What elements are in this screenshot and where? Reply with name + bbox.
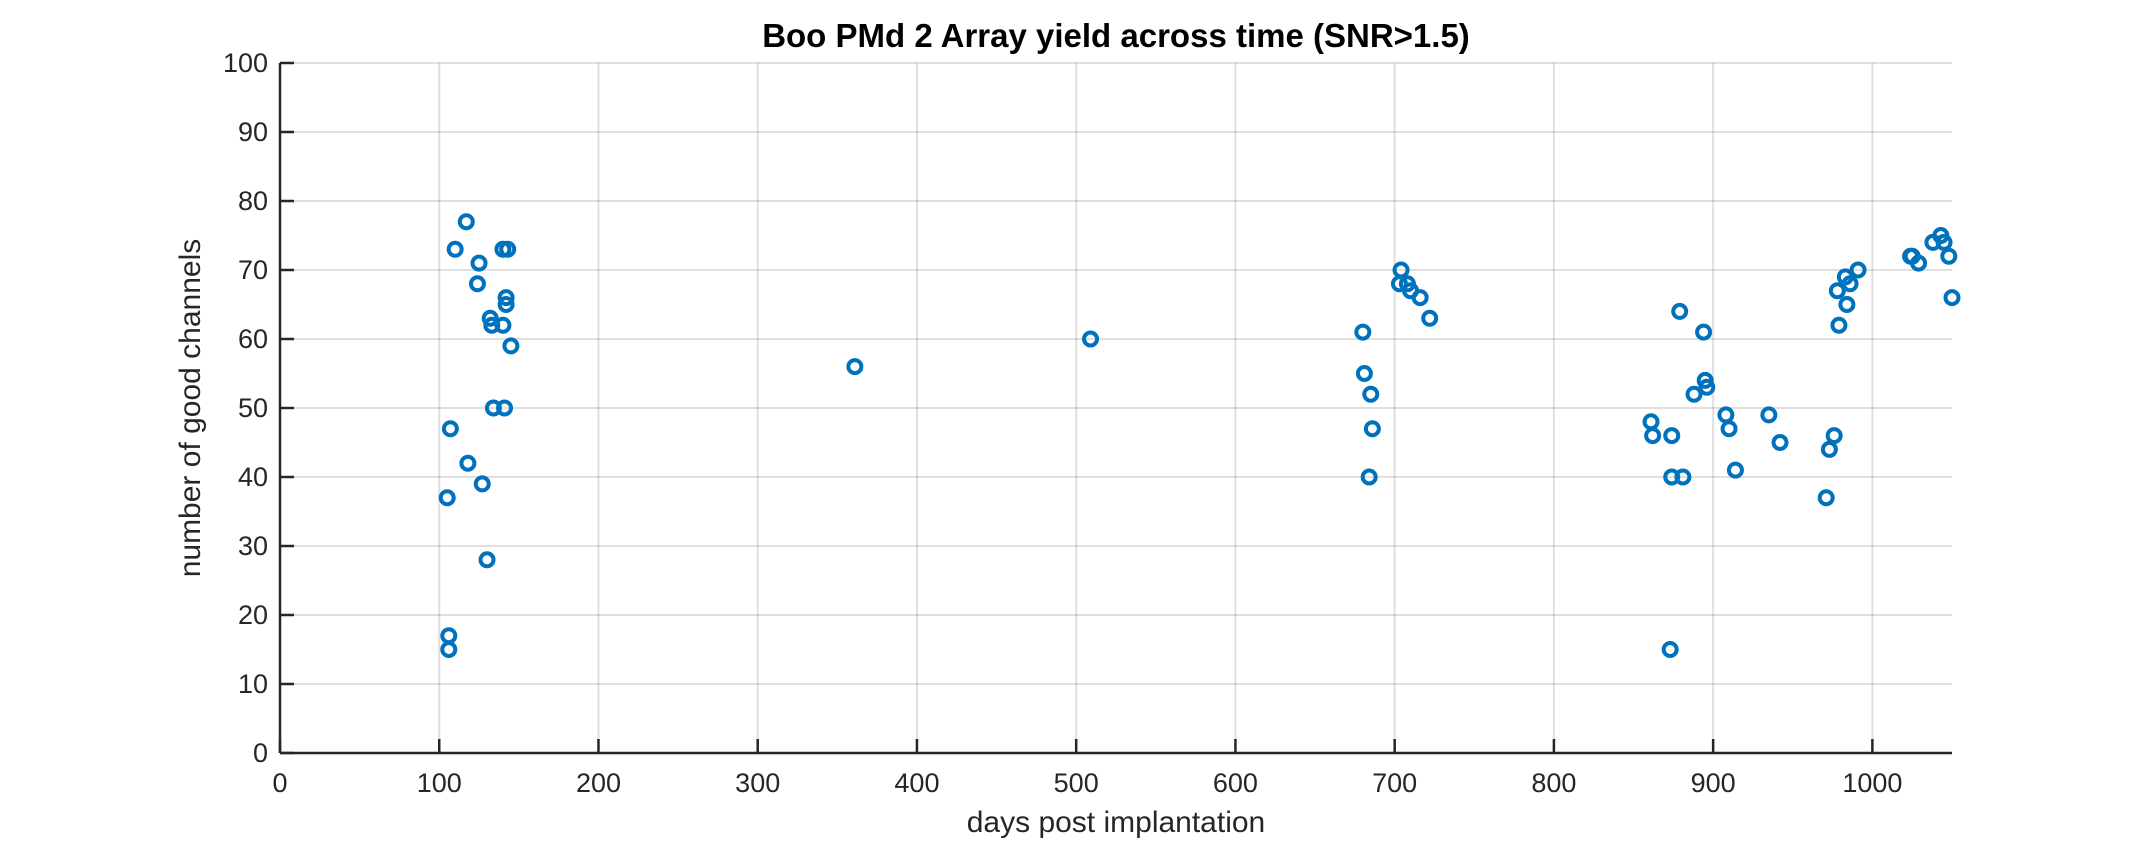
y-tick-label: 0 <box>253 738 268 768</box>
data-point <box>468 275 486 293</box>
x-tick-label: 600 <box>1213 768 1258 798</box>
data-point <box>1910 254 1928 272</box>
data-point <box>1771 434 1789 451</box>
data-point <box>1820 440 1838 458</box>
axes: 0 100 200 300 400 500 600 700 800 900 1000 0 10 20 30 4… <box>223 48 1952 798</box>
data-point <box>1360 468 1378 486</box>
data-point <box>1354 323 1372 341</box>
y-tick-label: 10 <box>238 669 268 699</box>
data-point <box>1841 275 1859 293</box>
data-point <box>1698 378 1716 396</box>
data-point <box>1421 309 1439 327</box>
data-point <box>497 296 515 313</box>
data-point <box>459 454 477 472</box>
data-point <box>438 489 456 507</box>
x-tick-label: 200 <box>576 768 621 798</box>
x-tick-label: 300 <box>735 768 780 798</box>
y-tick-label: 30 <box>238 531 268 561</box>
data-point <box>497 289 515 307</box>
data-point <box>496 399 514 417</box>
y-tick-label: 70 <box>238 255 268 285</box>
data-point <box>1943 289 1961 307</box>
grid <box>280 62 1952 753</box>
data-point <box>1760 406 1778 424</box>
y-axis-title: number of good channels <box>174 239 207 578</box>
data-point <box>1825 427 1843 445</box>
data-point <box>1355 365 1373 382</box>
chart-title: Boo PMd 2 Array yield across time (SNR>1… <box>762 17 1470 54</box>
y-tick-label: 100 <box>223 48 268 78</box>
data-point <box>446 240 464 258</box>
data-point <box>499 240 517 258</box>
data-point <box>1363 420 1381 438</box>
data-point <box>473 475 491 493</box>
data-point <box>1392 261 1410 279</box>
data-point <box>470 254 488 272</box>
y-tick-label: 40 <box>238 462 268 492</box>
y-tick-label: 90 <box>238 117 268 147</box>
data-point <box>1830 316 1848 334</box>
data-point <box>440 641 458 658</box>
data-point <box>1642 413 1660 431</box>
data-point <box>440 627 458 645</box>
data-point <box>1849 261 1867 279</box>
data-point <box>1940 247 1958 265</box>
data-point <box>1817 489 1835 507</box>
data-point <box>1685 385 1703 403</box>
y-tick-label: 60 <box>238 324 268 354</box>
data-point <box>1695 323 1713 341</box>
data-point <box>1674 468 1692 486</box>
x-tick-label: 400 <box>894 768 939 798</box>
data-point <box>494 316 512 334</box>
data-point <box>441 420 459 438</box>
data-point <box>1411 289 1429 307</box>
data-point <box>846 358 864 376</box>
x-tick-label: 800 <box>1531 768 1576 798</box>
x-tick-label: 700 <box>1372 768 1417 798</box>
data-point <box>1726 461 1744 479</box>
x-tick-label: 900 <box>1691 768 1736 798</box>
data-point <box>1671 302 1689 320</box>
x-axis-title: days post implantation <box>967 806 1266 839</box>
data-point <box>1082 330 1100 348</box>
data-points <box>438 213 1961 658</box>
x-tick-label: 0 <box>272 768 287 798</box>
y-tick-label: 20 <box>238 600 268 630</box>
data-point <box>1838 296 1856 313</box>
x-tick-label: 100 <box>417 768 462 798</box>
data-point <box>1935 233 1953 251</box>
data-point <box>1720 420 1738 438</box>
y-tick-label: 50 <box>238 393 268 423</box>
data-point <box>1644 427 1662 445</box>
data-point <box>1828 282 1846 300</box>
data-point <box>457 213 475 231</box>
data-point <box>1663 427 1681 445</box>
x-tick-label: 500 <box>1054 768 1099 798</box>
data-point <box>1661 641 1679 658</box>
data-point <box>502 337 520 355</box>
data-point <box>478 551 496 569</box>
data-point <box>1717 406 1735 424</box>
data-point <box>1362 385 1380 403</box>
x-tick-label: 1000 <box>1842 768 1902 798</box>
y-tick-label: 80 <box>238 186 268 216</box>
